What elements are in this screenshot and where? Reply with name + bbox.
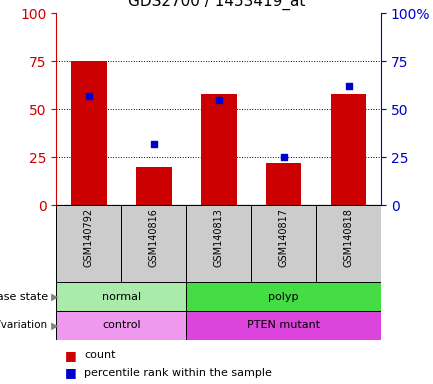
Text: control: control (102, 320, 141, 331)
Bar (186, 311, 381, 340)
Bar (251, 205, 316, 282)
Bar (316, 205, 381, 282)
Bar (71, 61, 107, 205)
Text: GDS2700 / 1453419_at: GDS2700 / 1453419_at (128, 0, 305, 10)
Text: ■: ■ (65, 349, 77, 362)
Text: GSM140792: GSM140792 (84, 208, 94, 267)
Text: ▶: ▶ (48, 320, 58, 331)
Bar (186, 205, 251, 282)
Text: normal: normal (102, 291, 141, 302)
Text: disease state: disease state (0, 291, 48, 302)
Text: GSM140816: GSM140816 (149, 208, 159, 266)
Bar (136, 167, 171, 205)
Bar (186, 282, 381, 311)
Bar (201, 94, 236, 205)
Point (280, 154, 287, 161)
Bar (331, 94, 366, 205)
Bar (56, 311, 186, 340)
Point (215, 97, 222, 103)
Text: polyp: polyp (268, 291, 299, 302)
Text: GSM140813: GSM140813 (213, 208, 224, 266)
Bar (121, 205, 186, 282)
Text: PTEN mutant: PTEN mutant (247, 320, 320, 331)
Bar (56, 205, 121, 282)
Point (345, 83, 352, 89)
Bar (56, 282, 186, 311)
Text: count: count (84, 350, 116, 360)
Text: genotype/variation: genotype/variation (0, 320, 48, 331)
Point (85, 93, 92, 99)
Point (150, 141, 157, 147)
Text: GSM140818: GSM140818 (343, 208, 354, 266)
Text: ▶: ▶ (48, 291, 58, 302)
Text: ■: ■ (65, 366, 77, 379)
Text: percentile rank within the sample: percentile rank within the sample (84, 368, 272, 378)
Text: GSM140817: GSM140817 (278, 208, 289, 267)
Bar (266, 163, 301, 205)
